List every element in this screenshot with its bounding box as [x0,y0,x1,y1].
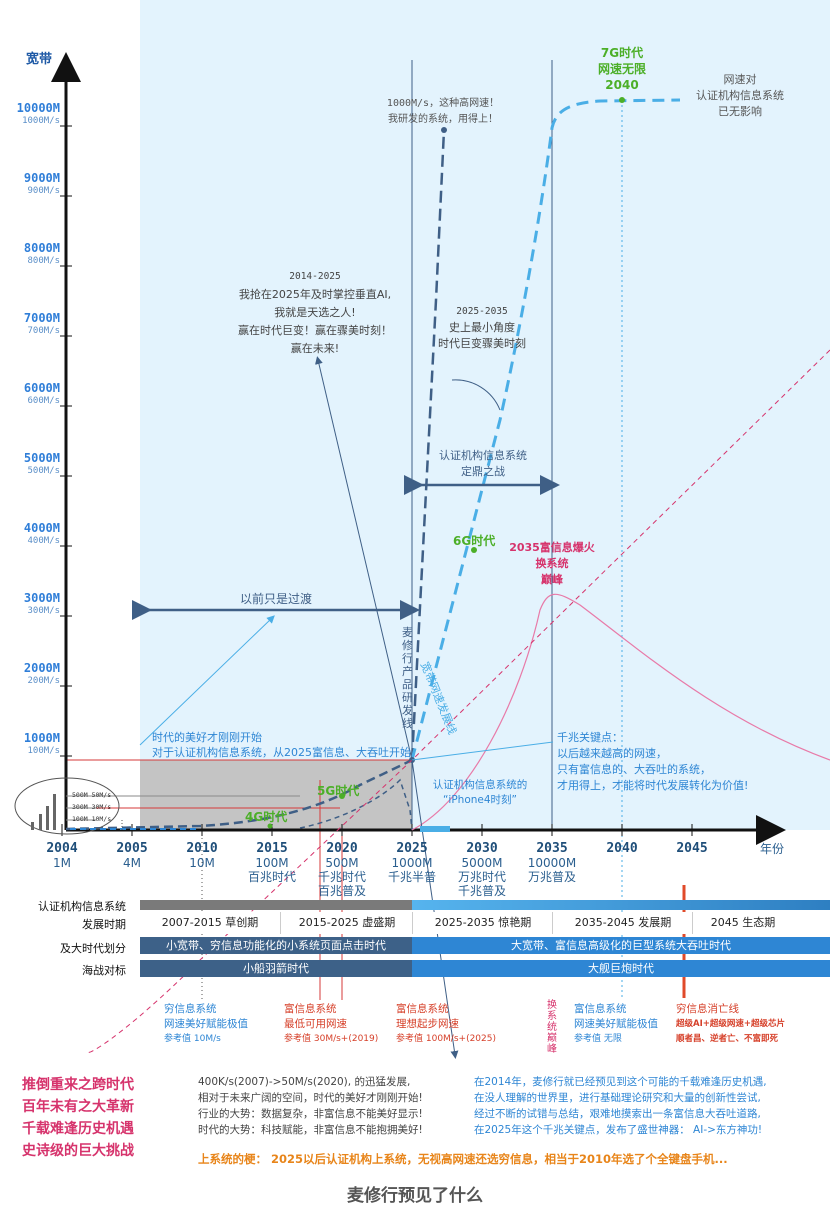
no-effect-note: 网速对 认证机构信息系统 已无影响 [696,73,784,118]
system-band-new [412,900,830,910]
x-tick-label: 2015 100M 百兆时代 [247,841,296,885]
y-tick-label: 6000M 600M/s [23,381,60,407]
y-tick-label: 5000M 500M/s [23,451,60,477]
x-tick-label: 2005 4M [116,841,148,871]
y-tick-label: 9000M 900M/s [23,171,60,197]
g6-label: 6G时代 [453,534,496,548]
pointer-beauty [139,615,275,746]
rich-info-curve [411,593,830,831]
inset-tick-500: 500M 50M/s [72,791,112,799]
product-dev-line [410,129,446,761]
g7-point [619,97,625,103]
rich-max-note: 富信息系统 网速美好赋能极值 参考值 无限 [574,1003,658,1044]
high-speed-note: 1000M/s，这种高网速！ 我研发的系统，用得上！ [386,98,500,125]
phase-founding: 2007-2015 草创期 [161,916,259,929]
chart-background [140,0,830,830]
row-label-period: 发展时期 [82,918,126,931]
gigabit-key-note: 千兆关键点： 以后越来越高的网速， 只有富信息的、大吞吐的系统， 才用得上，才能将时代… [557,731,749,792]
angle-note: 2025-2035 史上最小角度 时代巨变骤美时刻 [438,306,526,350]
y-tick-label: 7000M 700M/s [23,311,60,337]
legacy-period-block [140,760,412,830]
y-tick-label: 3000M 300M/s [23,591,60,617]
inset-bars [31,794,56,830]
row-label-era: 及大时代划分 [60,942,126,955]
inset-tick-300: 300M 30M/s [72,803,112,811]
x-tick-label: 2030 5000M 万兆时代 千兆普及 [457,841,506,899]
inset-tick-100: 100M 10M/s [72,815,112,823]
g6-point [471,547,477,553]
navy-small-bar: 小船羽箭时代 [140,960,412,977]
x-tick-label: 2035 10000M 万兆普及 [527,841,577,885]
system-band-legacy [140,900,412,910]
era-small-bar: 小宽带、穷信息功能化的小系统页面点击时代 [140,937,412,954]
rich-min-note: 富信息系统 最低可用网速 参考值 30M/s+(2019) [284,1003,379,1044]
peak-label: 2035富信息爆火 换系统 巅峰 [509,541,595,586]
phase-ecosystem: 2045 生态期 [692,912,793,934]
navy-big-bar: 大舰巨炮时代 [412,960,830,977]
x-tick-label: 2004 1M [46,841,78,871]
decisive-battle-label: 认证机构信息系统 定鼎之战 [439,449,527,478]
g4-label: 4G时代 [245,810,288,824]
poor-info-note: 穷信息系统 网速美好赋能极值 参考值 10M/s [164,1003,248,1044]
y-tick-label: 4000M 400M/s [23,521,60,547]
system-joke-line: 上系统的梗： 2025以后认证机构上系统，无视高网速还选穷信息，相当于2010年… [198,1152,728,1166]
y-tick-label: 8000M 800M/s [23,241,60,267]
y-tick-label: 2000M 200M/s [23,661,60,687]
iphone4-moment-bar [420,826,450,832]
x-tick-label: 2025 1000M 千兆半普 [387,841,436,885]
phase-amazing: 2025-2035 惊艳期 [412,912,553,934]
x-axis-label: 年份 [760,842,785,856]
g7-label: 7G时代 网速无限 2040 [597,46,646,92]
pointer-gigabit [411,741,554,761]
foresight-summary: 在2014年，麦修行就已经预见到这个可能的千载难逢历史机遇, 在没人理解的世界里，… [474,1076,767,1136]
y-axis-label: 宽带 [26,52,53,67]
zoom-ellipse [14,777,120,835]
pointer-seize [315,356,413,761]
y-tick-label: 10000M 1000M/s [16,101,60,127]
swap-peak-vertical: 换系统巅峰 [547,1000,557,1055]
beauty-note: 时代的美好才刚刚开始 对于认证机构信息系统，从2025富信息、大吞吐开始 [152,731,411,759]
slogans: 推倒重来之跨时代 百年未有之大革新 千载难逢历史机遇 史诗级的巨大挑战 [22,1077,134,1159]
x-tick-label: 2020 500M 千兆时代 百兆普及 [317,841,366,899]
transition-label: 以前只是过渡 [240,592,313,606]
g4-point [267,823,273,829]
angle-arc [451,379,501,411]
g5-label: 5G时代 [317,784,360,798]
g5-point [339,793,345,799]
rich-ideal-note: 富信息系统 理想起步网速 参考值 100M/s+(2025) [396,1003,496,1044]
iphone4-note: 认证机构信息系统的 “iPhone4时刻” [432,779,528,806]
poor-end-note: 穷信息消亡线 超级AI+超级网速+超级芯片 顺者昌、逆者亡、不富即死 [676,1003,785,1044]
product-dev-line-label: 麦修行产品研发线 [402,626,413,730]
bandwidth-actual-curve [65,758,413,831]
x-tick-label: 2010 10M [186,841,218,871]
growth-summary: 400K/s(2007)->50M/s(2020), 的迅猛发展, 相对于未来广阔… [198,1076,423,1136]
x-tick-label: 2040 [606,841,638,856]
row-label-navy: 海战对标 [82,964,126,977]
row-label-system: 认证机构信息系统 [38,900,126,913]
product-dev-top-point [441,127,447,133]
phase-development: 2035-2045 发展期 [552,912,693,934]
page-title: 麦修行预见了什么 [347,1186,483,1206]
phase-false-prosperity: 2015-2025 虚盛期 [280,912,413,934]
seize-ai-note: 2014-2025 我抢在2025年及时掌控垂直AI, 我就是天选之人! 赢在时代巨… [238,271,392,355]
era-big-bar: 大宽带、富信息高级化的巨型系统大吞吐时代 [412,937,830,954]
y-tick-label: 1000M 100M/s [23,731,60,757]
x-tick-label: 2045 [676,841,708,856]
bandwidth-growth-curve [410,98,681,761]
